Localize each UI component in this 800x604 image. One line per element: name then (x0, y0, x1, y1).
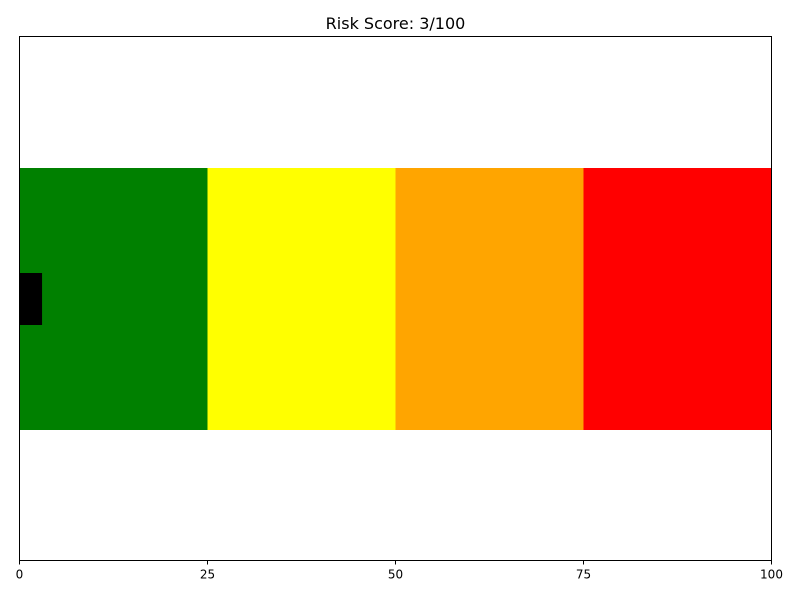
x-tick-label-50: 50 (388, 568, 403, 582)
risk-bands (19, 168, 772, 430)
risk-band-1 (207, 168, 396, 430)
risk-band-3 (583, 168, 772, 430)
x-tick-label-25: 25 (200, 568, 215, 582)
score-marker-layer (19, 273, 43, 325)
risk-band-2 (395, 168, 584, 430)
score-marker-bar (19, 273, 43, 325)
x-axis-ticks: 0 25 50 75 100 (16, 560, 783, 582)
x-tick-label-75: 75 (576, 568, 591, 582)
x-tick-label-100: 100 (760, 568, 783, 582)
chart-title: Risk Score: 3/100 (326, 14, 466, 33)
x-tick-label-0: 0 (16, 568, 24, 582)
risk-band-0 (19, 168, 208, 430)
